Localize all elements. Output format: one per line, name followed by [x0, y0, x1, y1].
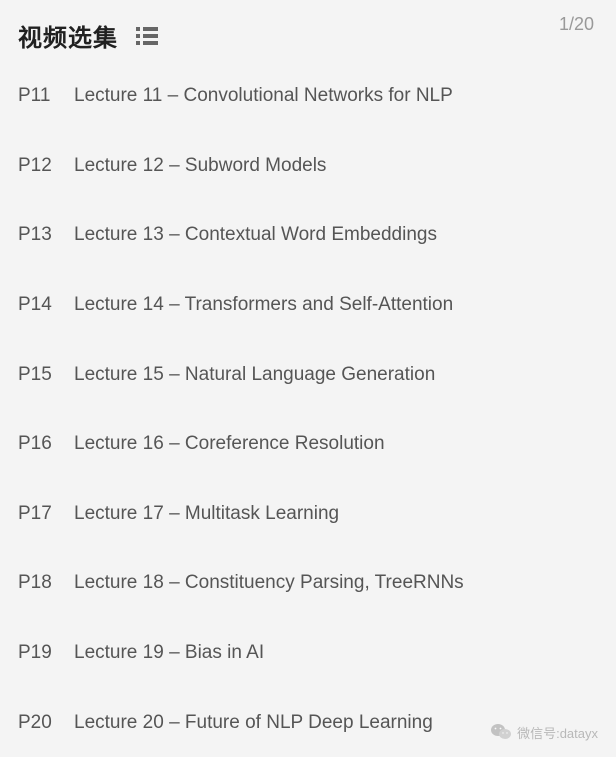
playlist-item[interactable]: P12 Lecture 12 – Subword Models: [18, 131, 598, 201]
list-view-icon[interactable]: [136, 27, 158, 45]
item-title: Lecture 19 – Bias in AI: [74, 640, 264, 666]
item-title: Lecture 17 – Multitask Learning: [74, 501, 339, 527]
playlist-item[interactable]: P14 Lecture 14 – Transformers and Self-A…: [18, 270, 598, 340]
playlist-item[interactable]: P18 Lecture 18 – Constituency Parsing, T…: [18, 548, 598, 618]
item-title: Lecture 16 – Coreference Resolution: [74, 431, 385, 457]
playlist-item[interactable]: P11 Lecture 11 – Convolutional Networks …: [18, 61, 598, 131]
item-code: P18: [18, 572, 74, 594]
watermark-text: 微信号:datayx: [517, 723, 598, 742]
playlist-item[interactable]: P15 Lecture 15 – Natural Language Genera…: [18, 340, 598, 410]
playlist-item[interactable]: P13 Lecture 13 – Contextual Word Embeddi…: [18, 200, 598, 270]
header-title: 视频选集: [18, 18, 118, 53]
item-code: P20: [18, 712, 74, 734]
playlist-item[interactable]: P19 Lecture 19 – Bias in AI: [18, 618, 598, 688]
playlist-item[interactable]: P16 Lecture 16 – Coreference Resolution: [18, 409, 598, 479]
page-counter: 1/20: [559, 14, 594, 35]
item-code: P17: [18, 503, 74, 525]
item-code: P13: [18, 224, 74, 246]
item-code: P11: [18, 85, 74, 107]
item-code: P12: [18, 155, 74, 177]
playlist-item[interactable]: P17 Lecture 17 – Multitask Learning: [18, 479, 598, 549]
item-title: Lecture 11 – Convolutional Networks for …: [74, 83, 453, 109]
item-title: Lecture 14 – Transformers and Self-Atten…: [74, 292, 453, 318]
item-code: P15: [18, 364, 74, 386]
item-code: P14: [18, 294, 74, 316]
item-title: Lecture 12 – Subword Models: [74, 153, 326, 179]
item-code: P16: [18, 433, 74, 455]
item-title: Lecture 15 – Natural Language Generation: [74, 362, 435, 388]
item-title: Lecture 20 – Future of NLP Deep Learning: [74, 710, 433, 736]
item-title: Lecture 13 – Contextual Word Embeddings: [74, 222, 437, 248]
playlist-container: P11 Lecture 11 – Convolutional Networks …: [0, 61, 616, 757]
wechat-icon: [491, 722, 511, 742]
item-code: P19: [18, 642, 74, 664]
playlist-header: 视频选集 1/20: [0, 0, 616, 61]
item-title: Lecture 18 – Constituency Parsing, TreeR…: [74, 570, 464, 596]
watermark: 微信号:datayx: [491, 722, 598, 742]
